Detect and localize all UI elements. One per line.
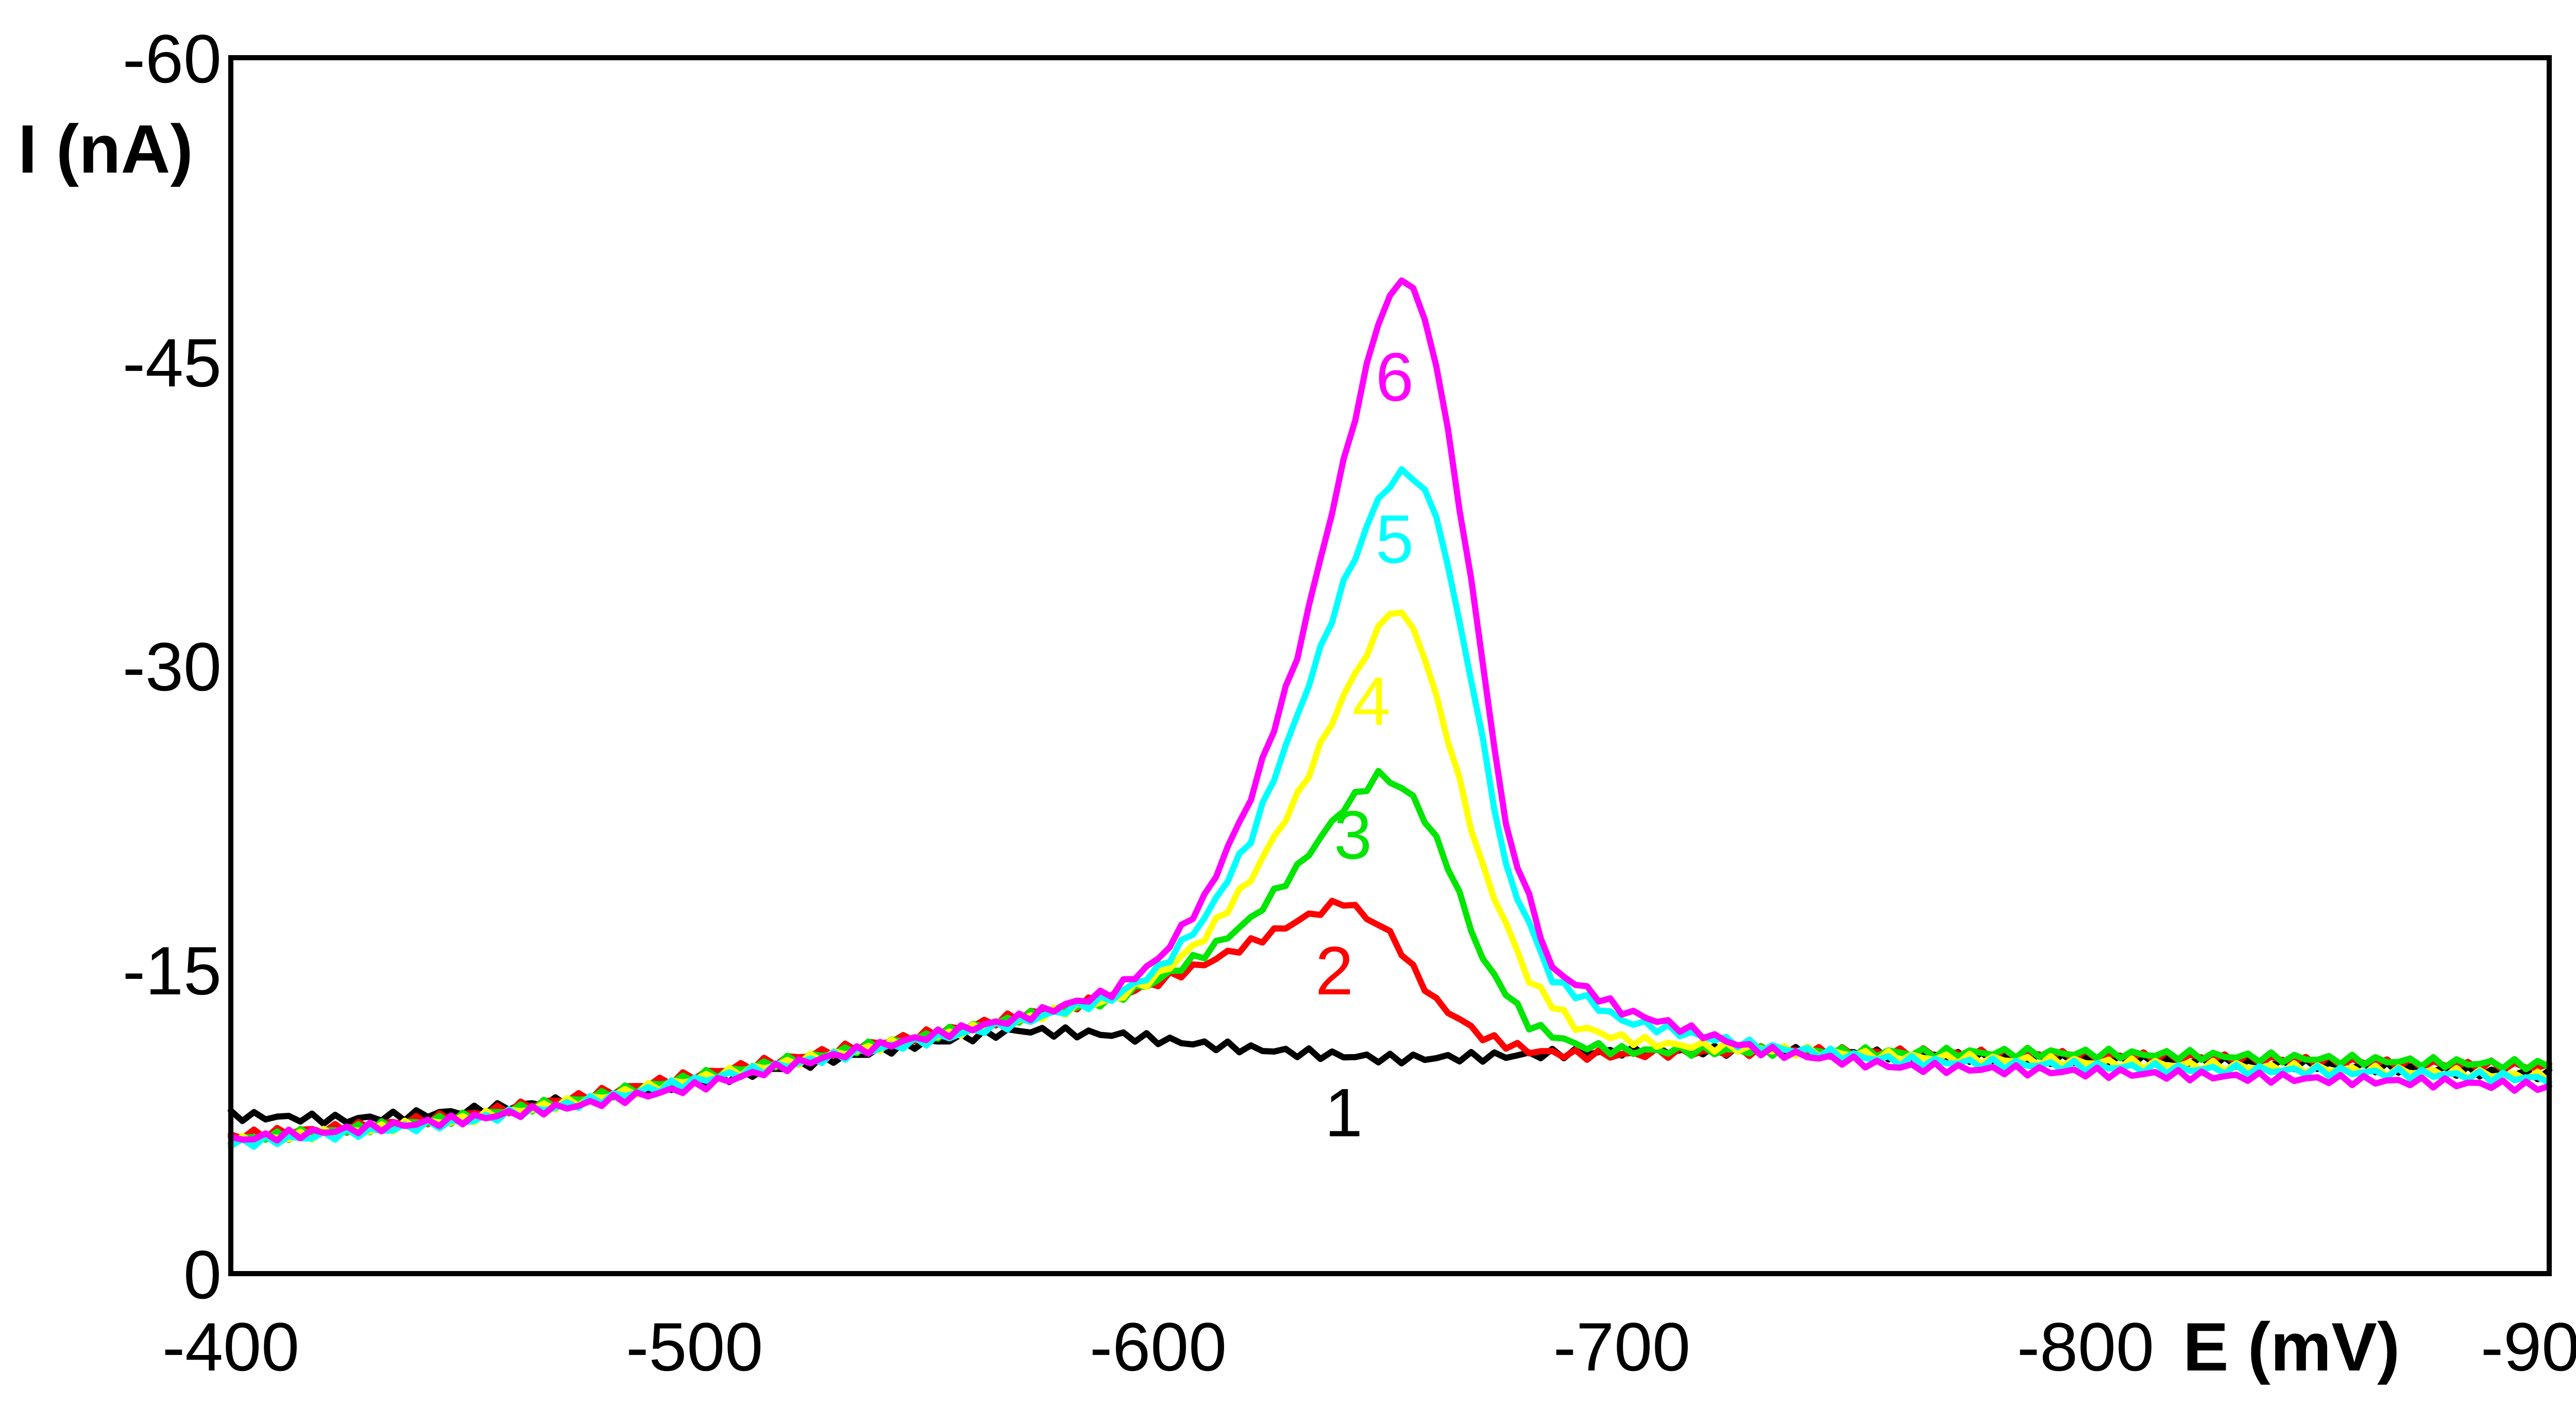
y-tick-label: -60: [123, 21, 222, 97]
series-label-5: 5: [1376, 501, 1414, 578]
plot-area-frame: [228, 55, 2552, 1276]
series-label-1: 1: [1325, 1075, 1363, 1151]
y-tick-label: -30: [123, 629, 222, 705]
x-tick-label: -500: [626, 1309, 763, 1385]
series-layer: 1 2 3 4 5 6: [228, 277, 2552, 1151]
series-line-6: [228, 277, 2552, 1144]
series-label-4: 4: [1352, 664, 1391, 740]
x-tick-label: -900: [2481, 1309, 2576, 1385]
y-tick-label: -15: [123, 933, 222, 1009]
x-tick-label: -800: [2017, 1309, 2154, 1385]
series-label-6: 6: [1376, 340, 1414, 416]
tick-layer: -400 -500 -600 -700 -800 -900 0 -15 -30 -45 -60: [123, 21, 2576, 1385]
series-label-2: 2: [1315, 933, 1353, 1009]
series-label-3: 3: [1334, 797, 1372, 873]
x-tick-label: -600: [1090, 1309, 1227, 1385]
x-tick-label: -700: [1553, 1309, 1690, 1385]
y-axis-title: I (nA): [18, 111, 193, 188]
y-tick-label: 0: [183, 1237, 222, 1313]
y-tick-label: -45: [123, 325, 222, 401]
x-axis-title: E (mV): [2183, 1309, 2400, 1385]
x-tick-label: -400: [162, 1309, 299, 1385]
